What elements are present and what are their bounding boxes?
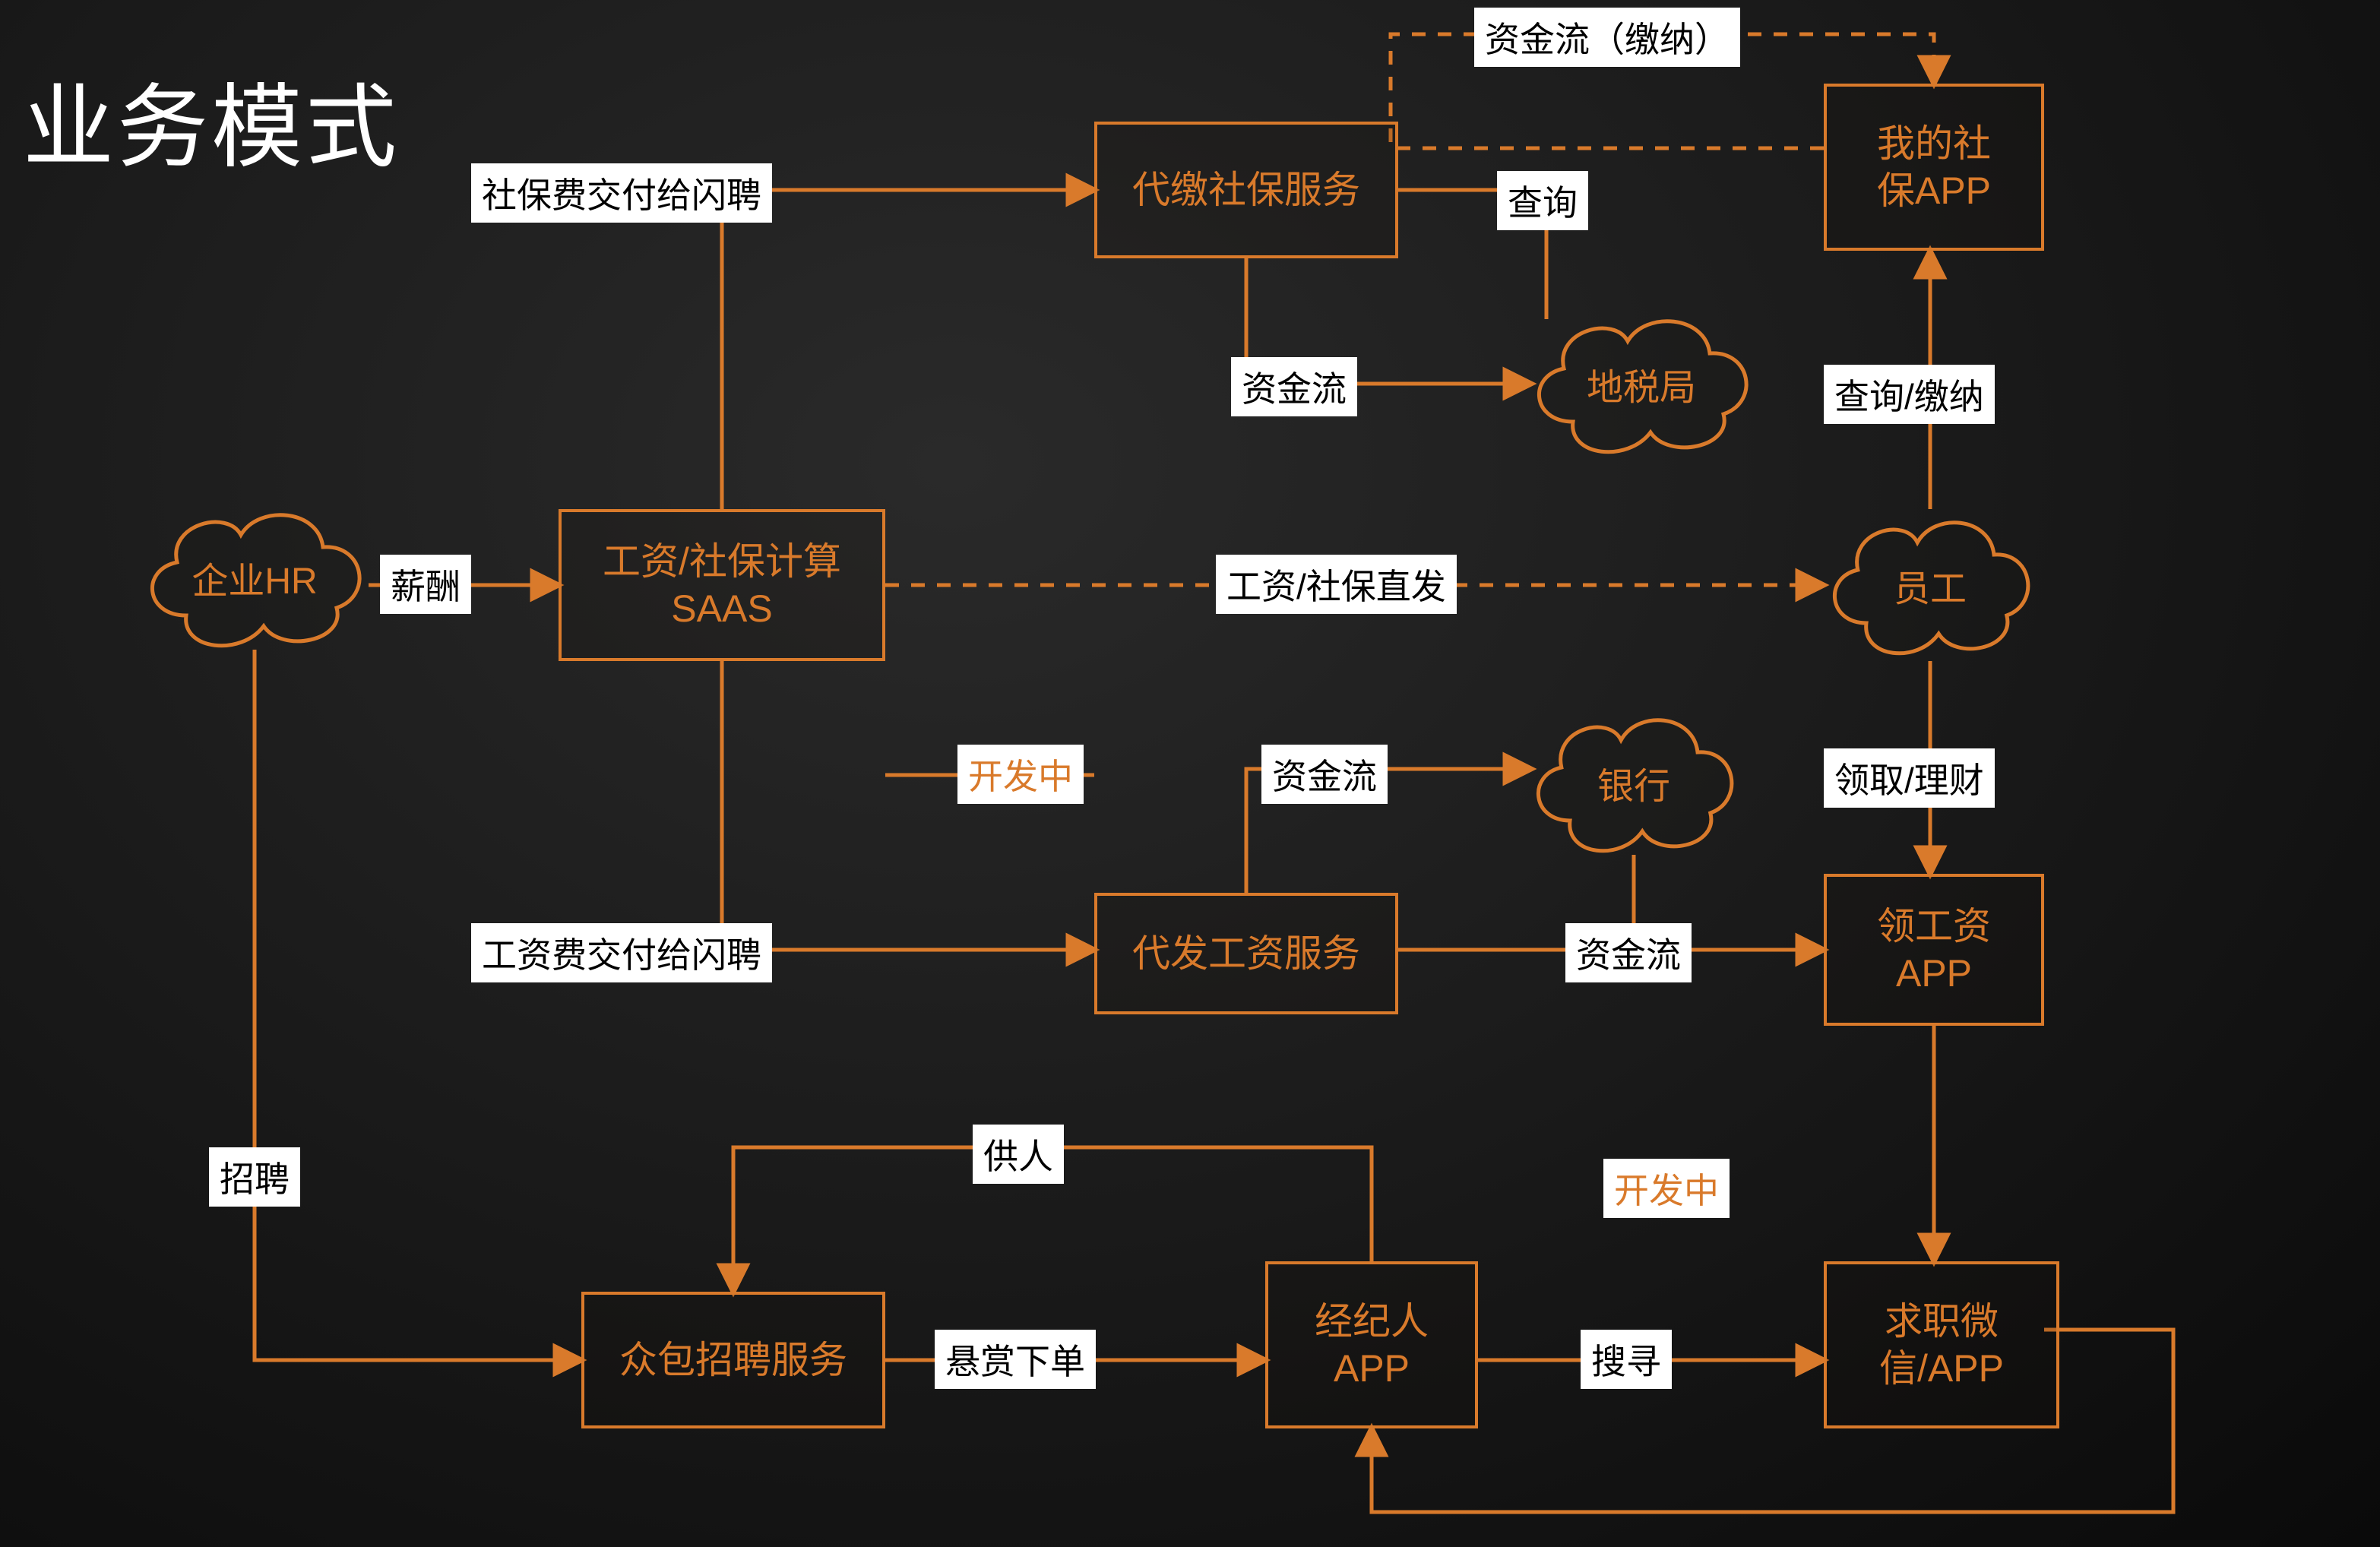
node-payrollSvc: 代发工资服务 (1094, 893, 1398, 1014)
node-label: 地税局 (1587, 357, 1696, 410)
node-label: 求职微信/APP (1879, 1298, 2004, 1393)
label-supply: 供人 (973, 1125, 1064, 1184)
node-label: 我的社保APP (1877, 120, 1991, 215)
edge-2 (722, 190, 1094, 509)
page-title: 业务模式 (23, 53, 400, 185)
node-label: 企业HR (191, 551, 317, 604)
edge-12 (255, 650, 581, 1360)
node-salaryApp: 领工资APP (1824, 874, 2044, 1026)
node-tax: 地税局 (1527, 308, 1755, 460)
label-directPay: 工资/社保直发 (1216, 555, 1457, 614)
label-dev1: 开发中 (957, 745, 1084, 804)
node-employee: 员工 (1824, 509, 2037, 661)
label-fundFlowPay: 资金流（缴纳） (1474, 8, 1740, 67)
node-label: 领工资APP (1877, 903, 1991, 998)
node-socialPay: 代缴社保服务 (1094, 122, 1398, 258)
edge-3 (722, 661, 1094, 950)
node-label: 员工 (1894, 558, 1967, 612)
label-fundFlow3: 资金流 (1565, 923, 1692, 982)
node-agentApp: 经纪人APP (1265, 1261, 1478, 1428)
node-label: 代发工资服务 (1132, 930, 1360, 978)
node-mySocialApp: 我的社保APP (1824, 84, 2044, 251)
node-label: 经纪人APP (1315, 1298, 1429, 1393)
node-label: 众包招聘服务 (619, 1337, 847, 1384)
node-hr: 企业HR (141, 501, 369, 653)
label-receive: 领取/理财 (1824, 748, 1995, 808)
node-bank: 银行 (1527, 707, 1740, 859)
label-postOrder: 悬赏下单 (935, 1330, 1096, 1389)
node-jobApp: 求职微信/APP (1824, 1261, 2059, 1428)
label-queryPay: 查询/缴纳 (1824, 365, 1995, 424)
label-salary: 薪酬 (380, 555, 471, 614)
node-saas: 工资/社保计算SAAS (559, 509, 885, 661)
label-hire: 招聘 (209, 1147, 300, 1207)
label-query: 查询 (1497, 171, 1588, 230)
label-fundFlow1: 资金流 (1231, 357, 1357, 416)
label-payrollToSP: 工资费交付给闪聘 (471, 923, 772, 982)
node-label: 代缴社保服务 (1132, 166, 1360, 214)
label-dev2: 开发中 (1603, 1159, 1730, 1218)
label-socialToSP: 社保费交付给闪聘 (471, 163, 772, 223)
label-fundFlow2: 资金流 (1261, 745, 1388, 804)
node-crowdHire: 众包招聘服务 (581, 1292, 885, 1428)
node-label: 工资/社保计算SAAS (603, 538, 841, 633)
diagram-canvas: 业务模式 工资/社保计算SAAS 代缴社保服务 我的社保APP 代发工资服务 领工资AP… (0, 0, 2380, 1547)
label-search: 搜寻 (1581, 1330, 1672, 1389)
node-label: 银行 (1597, 756, 1670, 809)
